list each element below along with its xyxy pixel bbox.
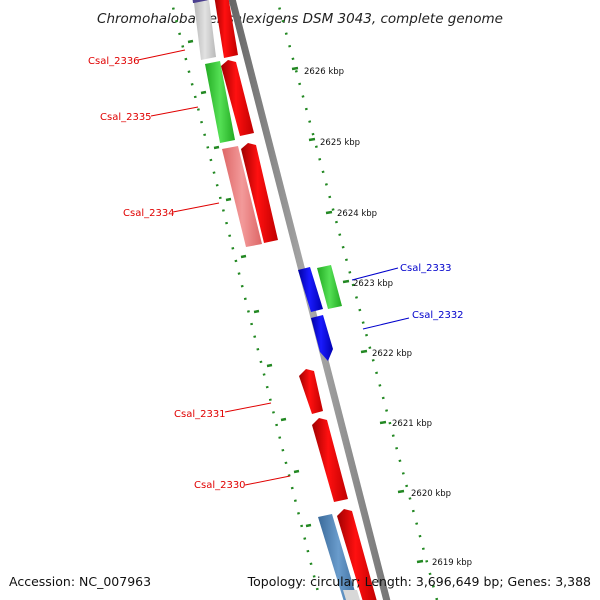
- gene-label-csal-2335[interactable]: Csal_2335: [100, 112, 152, 123]
- outer-dotted-ring: [276, 0, 439, 600]
- cds-arrow-2336[interactable]: [214, 0, 238, 58]
- feature-steel-2329: [318, 514, 358, 600]
- kbp-label-2619: 2619 kbp: [432, 558, 472, 568]
- feature-pink-2334: [222, 146, 262, 247]
- feature-blue-2333: [298, 267, 323, 312]
- feature-grey-2336: [194, 0, 216, 60]
- gene-label-csal-2336[interactable]: Csal_2336: [88, 56, 140, 67]
- outer-ring-ticks: [291, 66, 424, 564]
- kbp-label-2622: 2622 kbp: [372, 349, 412, 359]
- gene-label-csal-2330[interactable]: Csal_2330: [194, 480, 246, 491]
- kbp-label-2623: 2623 kbp: [353, 279, 393, 289]
- genome-summary-text: Topology: circular; Length: 3,696,649 bp…: [247, 574, 591, 589]
- feature-grey-bottom: [343, 590, 360, 600]
- cds-arrow-2330[interactable]: [312, 418, 348, 502]
- gene-label-csal-2331[interactable]: Csal_2331: [174, 409, 226, 420]
- inner-ring-ticks: [187, 39, 312, 528]
- inner-dotted-ring: [169, 0, 322, 600]
- gene-label-csal-2334[interactable]: Csal_2334: [123, 208, 175, 219]
- label-leader-lines: [137, 49, 410, 486]
- gene-label-csal-2332[interactable]: Csal_2332: [412, 310, 464, 321]
- map-title: Chromohalobacter salexigens DSM 3043, co…: [97, 11, 503, 27]
- kbp-label-2626: 2626 kbp: [304, 67, 344, 77]
- kbp-label-2620: 2620 kbp: [411, 489, 451, 499]
- cds-arrow-2334[interactable]: [241, 143, 278, 243]
- cds-arrow-2329[interactable]: [337, 509, 378, 600]
- kbp-label-2625: 2625 kbp: [320, 138, 360, 148]
- feature-green-2333: [317, 265, 342, 309]
- kbp-label-2621: 2621 kbp: [392, 419, 432, 429]
- feature-green-2335: [205, 61, 235, 143]
- cds-arrow-2335[interactable]: [221, 60, 254, 136]
- kbp-label-2624: 2624 kbp: [337, 209, 377, 219]
- accession-text: Accession: NC_007963: [9, 574, 151, 589]
- cds-arrow-2332[interactable]: [311, 315, 333, 361]
- cds-arrow-2331[interactable]: [299, 369, 323, 414]
- gene-label-csal-2333[interactable]: Csal_2333: [400, 263, 452, 274]
